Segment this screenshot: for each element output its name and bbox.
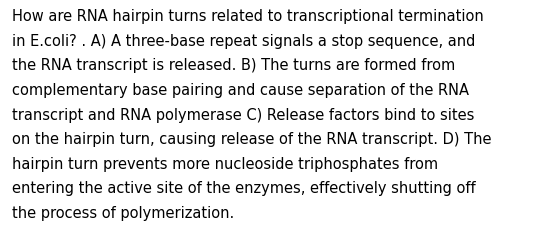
Text: How are RNA hairpin turns related to transcriptional termination: How are RNA hairpin turns related to tra… [12,9,484,24]
Text: the process of polymerization.: the process of polymerization. [12,205,234,220]
Text: the RNA transcript is released. B) The turns are formed from: the RNA transcript is released. B) The t… [12,58,455,73]
Text: complementary base pairing and cause separation of the RNA: complementary base pairing and cause sep… [12,83,469,98]
Text: in E.coli? . A) A three-base repeat signals a stop sequence, and: in E.coli? . A) A three-base repeat sign… [12,34,475,49]
Text: hairpin turn prevents more nucleoside triphosphates from: hairpin turn prevents more nucleoside tr… [12,156,439,171]
Text: entering the active site of the enzymes, effectively shutting off: entering the active site of the enzymes,… [12,181,476,196]
Text: on the hairpin turn, causing release of the RNA transcript. D) The: on the hairpin turn, causing release of … [12,132,492,147]
Text: transcript and RNA polymerase C) Release factors bind to sites: transcript and RNA polymerase C) Release… [12,107,475,122]
